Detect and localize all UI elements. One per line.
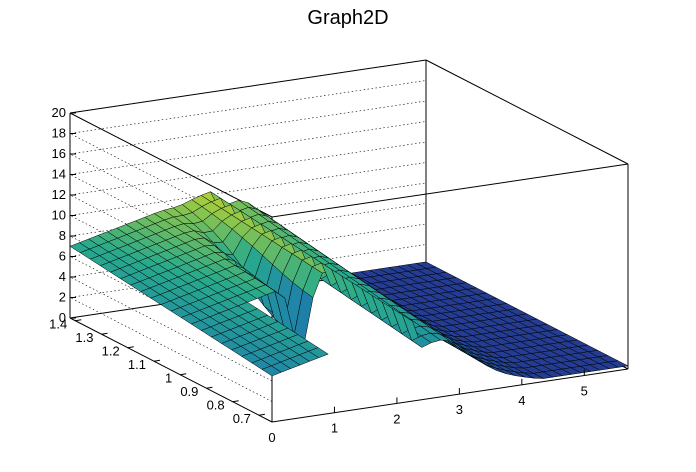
frame-edge (271, 368, 629, 423)
frame-edge (69, 317, 273, 423)
y-tick-label: 1 (165, 371, 172, 386)
y-tick-label: 1.2 (102, 344, 120, 359)
frame-edge (271, 163, 629, 218)
y-tick-mark (232, 400, 239, 403)
axis-ticks: 024681012141618200.70.80.911.11.21.31.40… (49, 105, 588, 445)
surface-cell (308, 347, 329, 358)
y-tick-mark (258, 413, 265, 416)
z-tick-label: 0 (59, 310, 66, 325)
y-tick-label: 1.3 (75, 330, 93, 345)
z-tick-label: 18 (52, 126, 66, 141)
surface-plot (69, 190, 629, 379)
x-tick-label: 2 (393, 411, 400, 426)
x-tick-label: 5 (581, 384, 588, 399)
z-gridline (69, 59, 427, 218)
y-tick-mark (127, 346, 134, 349)
z-tick-label: 4 (59, 269, 66, 284)
z-tick-label: 16 (52, 146, 66, 161)
y-tick-label: 0.9 (180, 384, 198, 399)
z-tick-label: 10 (52, 208, 66, 223)
z-tick-label: 6 (59, 249, 66, 264)
surface-cell (607, 360, 629, 368)
frame-edge (69, 59, 427, 114)
y-tick-mark (206, 386, 213, 389)
z-tick-label: 2 (59, 290, 66, 305)
z-tick-label: 12 (52, 187, 66, 202)
x-tick-label: 1 (331, 421, 338, 436)
y-tick-label: 1.1 (128, 357, 146, 372)
x-tick-label: 3 (456, 402, 463, 417)
frame-edge (425, 59, 629, 165)
y-tick-mark (153, 359, 161, 362)
z-tick-label: 14 (52, 167, 66, 182)
z-tick-label: 20 (52, 105, 66, 120)
chart-title: Graph2D (307, 7, 388, 29)
x-tick-label: 0 (268, 430, 275, 445)
y-tick-label: 0.8 (207, 398, 225, 413)
y-tick-mark (180, 373, 187, 376)
x-tick-label: 4 (518, 393, 525, 408)
y-tick-mark (75, 319, 82, 322)
y-tick-mark (101, 332, 108, 335)
z-tick-label: 8 (59, 228, 66, 243)
y-tick-label: 0.7 (233, 411, 251, 426)
y-tick-label: 1.4 (49, 317, 67, 332)
